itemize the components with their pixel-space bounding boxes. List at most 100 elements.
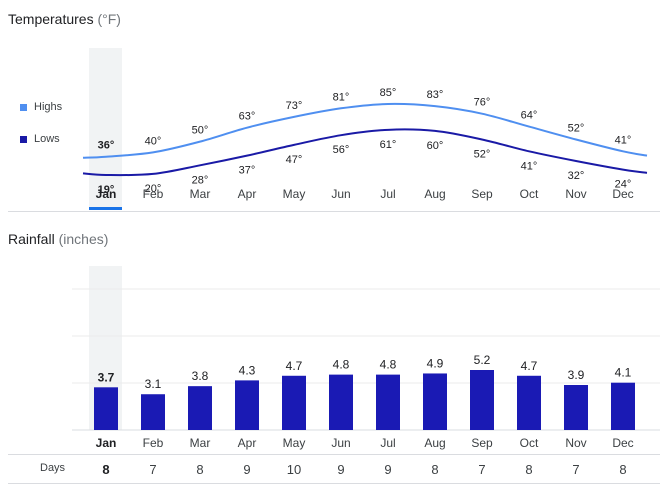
days-title: Days: [40, 462, 66, 474]
highs-label: 63°: [239, 111, 256, 123]
days-value-aug: 8: [431, 462, 439, 477]
section-divider: [8, 211, 660, 212]
rain-month-dec[interactable]: Dec: [612, 436, 634, 450]
rain-month-feb[interactable]: Feb: [142, 436, 164, 450]
rainfall-title: Rainfall (inches): [8, 231, 108, 247]
rain-month-sep[interactable]: Sep: [471, 436, 493, 450]
temp-month-aug[interactable]: Aug: [424, 187, 446, 201]
legend-lows-label: Lows: [34, 133, 60, 145]
days-value-mar: 8: [196, 462, 204, 477]
rain-value-label: 3.9: [568, 368, 585, 382]
temp-month-jun[interactable]: Jun: [331, 187, 351, 201]
temperatures-title-text: Temperatures: [8, 11, 94, 27]
days-value-feb: 7: [149, 462, 157, 477]
rain-value-label: 3.8: [192, 369, 209, 383]
rain-value-label: 4.1: [615, 366, 632, 380]
legend-highs-label: Highs: [34, 101, 63, 113]
lows-swatch: [20, 135, 27, 143]
rain-value-label: 4.3: [239, 363, 256, 377]
lows-label: 41°: [521, 160, 538, 172]
temp-month-jan[interactable]: Jan: [95, 187, 117, 201]
rain-bar-aug: [423, 373, 447, 430]
legend-highs: Highs: [20, 101, 62, 113]
rain-value-label: 4.8: [380, 358, 397, 372]
rain-bar-jun: [329, 374, 353, 430]
highs-label: 36°: [98, 140, 115, 152]
temp-month-may[interactable]: May: [282, 187, 306, 201]
temperatures-unit: (°F): [97, 11, 121, 27]
days-value-jan: 8: [102, 462, 110, 477]
temp-month-nov[interactable]: Nov: [565, 187, 587, 201]
rain-bar-may: [282, 375, 306, 430]
highs-label: 52°: [568, 123, 585, 135]
lows-label: 56°: [333, 144, 350, 156]
temperature-chart: 36° 40° 50° 63° 73° 81° 85° 83° 76° 64° 52° 41° 19° 2…: [82, 48, 648, 208]
rain-bar-oct: [517, 375, 541, 430]
rain-value-label: 5.2: [474, 353, 491, 367]
highs-label: 73°: [286, 100, 303, 112]
rain-month-mar[interactable]: Mar: [189, 436, 211, 450]
rain-month-aug[interactable]: Aug: [424, 436, 446, 450]
rain-month-jun[interactable]: Jun: [331, 436, 351, 450]
rain-bar-sep: [470, 370, 494, 430]
temp-month-mar[interactable]: Mar: [189, 187, 211, 201]
temperatures-title: Temperatures (°F): [8, 11, 121, 27]
days-value-apr: 9: [243, 462, 251, 477]
highs-line: [82, 102, 648, 159]
lows-line: [82, 128, 648, 177]
rain-bar-dec: [611, 382, 635, 430]
rain-bar-nov: [564, 385, 588, 430]
days-value-sep: 7: [478, 462, 486, 477]
days-divider: [8, 454, 660, 455]
rain-value-label: 4.7: [521, 359, 538, 373]
days-value-jul: 9: [384, 462, 392, 477]
lows-label: 52°: [474, 149, 491, 161]
lows-label: 37°: [239, 165, 256, 177]
rain-bar-jul: [376, 374, 400, 430]
rain-month-may[interactable]: May: [282, 436, 306, 450]
selected-column-highlight: [89, 48, 122, 208]
days-value-nov: 7: [572, 462, 580, 477]
rain-month-jul[interactable]: Jul: [380, 436, 396, 450]
lows-label: 47°: [286, 154, 303, 166]
selected-month-indicator: [89, 207, 122, 210]
lows-label: 61°: [380, 139, 397, 151]
highs-label: 50°: [192, 125, 209, 137]
rain-value-label: 4.8: [333, 358, 350, 372]
rain-value-label: 4.7: [286, 359, 303, 373]
lows-label: 28°: [192, 174, 209, 186]
days-value-oct: 8: [525, 462, 533, 477]
legend-lows: Lows: [20, 133, 60, 145]
temp-month-jul[interactable]: Jul: [380, 187, 396, 201]
days-value-jun: 9: [337, 462, 345, 477]
temp-month-sep[interactable]: Sep: [471, 187, 493, 201]
highs-label: 81°: [333, 91, 350, 103]
rain-value-label: 4.9: [427, 356, 444, 370]
rain-value-label: 3.7: [98, 370, 115, 384]
lows-label: 19°: [98, 184, 115, 196]
highs-label: 64°: [521, 110, 538, 122]
rain-bar-jan: [94, 387, 118, 430]
days-value-dec: 8: [619, 462, 627, 477]
rain-month-apr[interactable]: Apr: [237, 436, 257, 450]
highs-label: 76°: [474, 97, 491, 109]
highs-label: 85°: [380, 87, 397, 99]
bottom-divider: [8, 483, 660, 484]
temp-month-feb[interactable]: Feb: [142, 187, 164, 201]
temp-month-apr[interactable]: Apr: [237, 187, 257, 201]
highs-label: 83°: [427, 89, 444, 101]
highs-label: 41°: [615, 134, 632, 146]
lows-label: 20°: [145, 183, 162, 195]
temp-month-oct[interactable]: Oct: [519, 187, 539, 201]
rain-bar-mar: [188, 386, 212, 430]
rainfall-unit: (inches): [58, 231, 109, 247]
rain-month-nov[interactable]: Nov: [565, 436, 587, 450]
rain-month-oct[interactable]: Oct: [519, 436, 539, 450]
lows-label: 24°: [615, 179, 632, 191]
rain-bar-apr: [235, 380, 259, 430]
highs-swatch: [20, 103, 27, 111]
rain-month-jan[interactable]: Jan: [95, 436, 117, 450]
rainfall-title-text: Rainfall: [8, 231, 55, 247]
temp-month-dec[interactable]: Dec: [612, 187, 634, 201]
